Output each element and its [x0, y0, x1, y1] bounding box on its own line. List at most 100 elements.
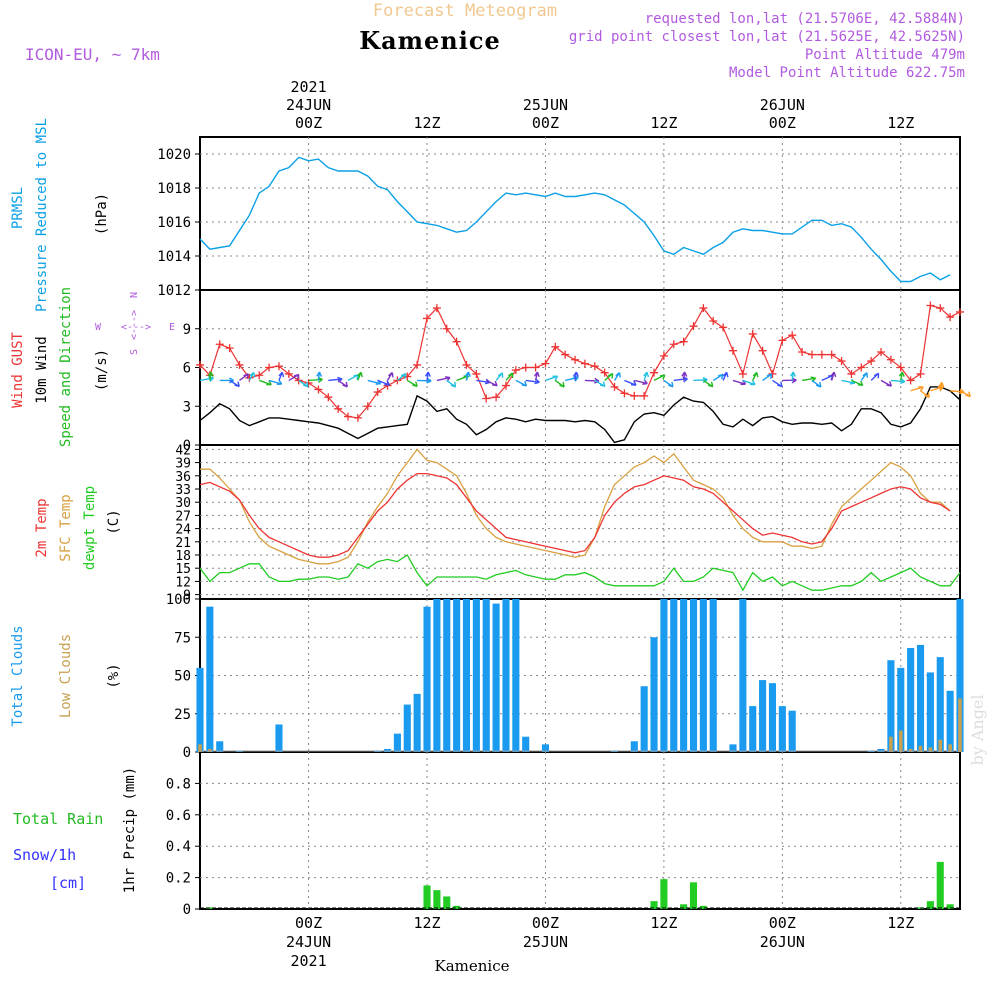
gust-marker: [611, 383, 619, 391]
gust-marker: [808, 351, 816, 359]
ytick-label: 100: [166, 592, 191, 608]
gust-marker: [581, 360, 589, 368]
gust-marker: [541, 360, 549, 368]
gust-marker: [690, 322, 698, 330]
dewpoint-line: [200, 555, 960, 590]
credit-watermark: by Angel: [968, 694, 987, 765]
gust-marker: [788, 331, 796, 339]
ytick-label: 75: [174, 630, 191, 646]
total-cloud-bar: [206, 607, 213, 752]
prmsl-line: [200, 157, 950, 281]
total-cloud-bar: [512, 599, 519, 752]
gust-marker: [532, 364, 540, 372]
prmsl-label-b: Pressure Reduced to MSL: [34, 118, 50, 312]
gust-marker: [216, 340, 224, 348]
ytick-label: 21: [175, 536, 191, 551]
ytick-label: 39: [175, 457, 191, 472]
total-cloud-bar: [907, 648, 914, 752]
ytick-label: 36: [175, 470, 191, 485]
gust-marker: [917, 370, 925, 378]
compass-e: E: [169, 322, 175, 333]
total-cloud-bar: [473, 599, 480, 752]
ytick-label: 9: [183, 322, 191, 338]
gust-marker: [571, 356, 579, 364]
top-time-label: 12Z: [650, 114, 677, 132]
total-cloud-bar: [641, 686, 648, 752]
rain-bar: [423, 885, 430, 909]
total-cloud-bar: [927, 672, 934, 752]
total-cloud-bar: [196, 668, 203, 752]
total-cloud-bar: [483, 599, 490, 752]
low-cloud-bar: [899, 731, 903, 752]
total-cloud-bar: [917, 645, 924, 752]
bottom-time-label: 00Z: [295, 914, 322, 932]
ytick-label: 33: [175, 483, 191, 498]
total-cloud-bar: [877, 749, 884, 752]
ytick-label: 42: [175, 443, 191, 458]
rain-bar: [433, 890, 440, 909]
dew-label: dewpt Temp: [82, 486, 98, 570]
total-cloud-bar: [433, 599, 440, 752]
total-cloud-bar: [690, 599, 697, 752]
gust-marker: [482, 395, 490, 403]
total-cloud-bar: [275, 724, 282, 752]
ytick-label: 0: [183, 902, 191, 918]
top-date-label: 24JUN: [286, 96, 331, 114]
gust-marker: [956, 308, 964, 316]
rain-bar: [660, 879, 667, 909]
bottom-date-label: 25JUN: [523, 933, 568, 951]
requested-coords: requested lon,lat (21.5706E, 42.5884N): [645, 11, 965, 27]
panel-frame-2: [200, 445, 960, 599]
top-time-label: 00Z: [295, 114, 322, 132]
t2m-label: 2m Temp: [34, 498, 50, 557]
sfc-label: SFC Temp: [58, 494, 74, 561]
bottom-time-label: 00Z: [769, 914, 796, 932]
wind-unit: (m/s): [94, 349, 110, 391]
gust-marker: [719, 323, 727, 331]
ytick-label: 15: [175, 562, 191, 577]
total-cloud-bar: [670, 599, 677, 752]
gust-marker: [601, 369, 609, 377]
ytick-label: 1018: [157, 181, 191, 197]
top-time-label: 12Z: [413, 114, 440, 132]
gust-marker: [591, 362, 599, 370]
gust-marker: [620, 389, 628, 397]
rain-bar: [700, 906, 707, 909]
gust-marker: [729, 347, 737, 355]
gust-marker: [650, 369, 658, 377]
total-cloud-bar: [769, 683, 776, 752]
top-date-label: 25JUN: [523, 96, 568, 114]
panel-frame-4: [200, 752, 960, 909]
bottom-time-label: 12Z: [887, 914, 914, 932]
ytick-label: 24: [175, 523, 191, 538]
total-cloud-bar: [700, 599, 707, 752]
low-cloud-bar: [958, 698, 962, 752]
sfc-temp-line: [200, 449, 950, 563]
total-cloud-bar: [937, 657, 944, 752]
prmsl-label-a: PRMSL: [10, 187, 26, 229]
total-cloud-bar: [423, 607, 430, 752]
total-cloud-bar: [443, 599, 450, 752]
compass-we-arrow: <--->: [121, 322, 151, 333]
total-cloud-bar: [710, 599, 717, 752]
prmsl-unit: (hPa): [94, 193, 110, 235]
rain-bar: [453, 906, 460, 909]
bottom-date-label: 26JUN: [760, 933, 805, 951]
gust-marker: [798, 348, 806, 356]
model-label: ICON-EU, ~ 7km: [25, 45, 160, 64]
ytick-label: 1012: [157, 283, 191, 299]
ytick-label: 1016: [157, 215, 191, 231]
low-clouds-label: Low Clouds: [58, 634, 74, 718]
total-cloud-bar: [660, 599, 667, 752]
bottom-date-label: 24JUN: [286, 933, 331, 951]
bottom-time-label: 00Z: [532, 914, 559, 932]
gust-marker: [522, 364, 530, 372]
total-cloud-bar: [759, 680, 766, 752]
total-cloud-bar: [789, 711, 796, 752]
total-cloud-bar: [522, 737, 529, 752]
gust-marker: [640, 392, 648, 400]
ytick-label: 0.4: [166, 839, 191, 855]
top-time-label: 12Z: [887, 114, 914, 132]
total-cloud-bar: [680, 599, 687, 752]
